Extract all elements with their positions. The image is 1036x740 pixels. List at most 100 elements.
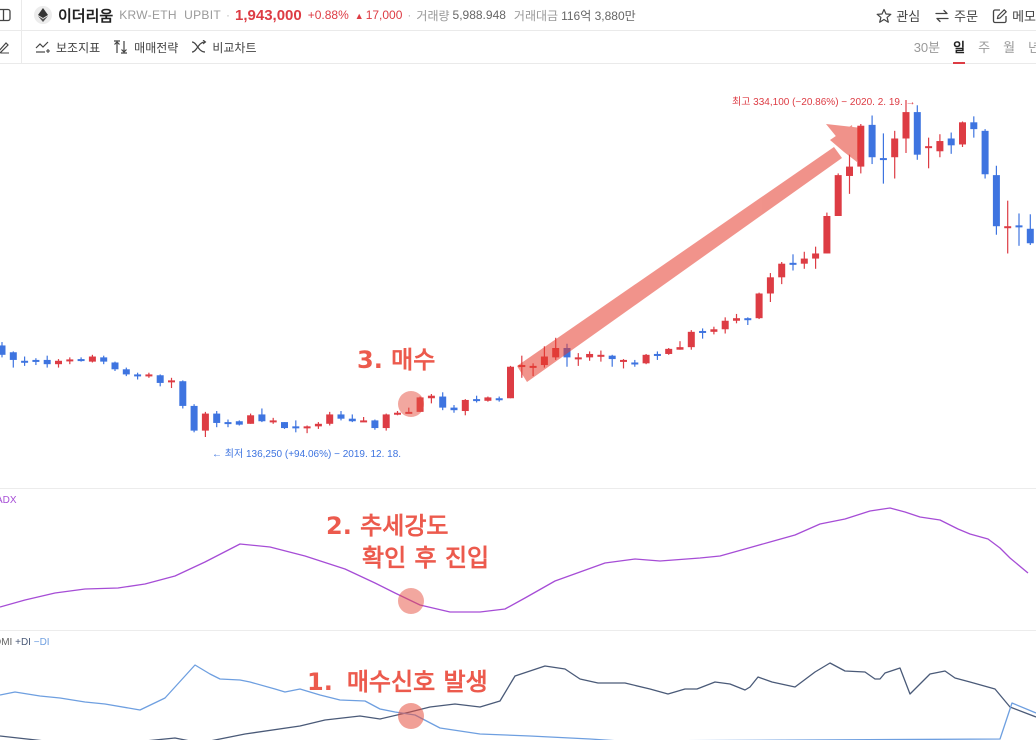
candle[interactable]: [21, 356, 29, 366]
candle[interactable]: [936, 134, 944, 158]
candle[interactable]: [902, 100, 910, 153]
candle[interactable]: [292, 420, 300, 433]
candle[interactable]: [224, 419, 232, 428]
candle[interactable]: [925, 137, 933, 169]
candle[interactable]: [778, 261, 786, 285]
candle[interactable]: [586, 351, 594, 361]
candle[interactable]: [1026, 214, 1034, 245]
candle[interactable]: [9, 351, 17, 368]
candle[interactable]: [32, 358, 40, 366]
candle[interactable]: [190, 404, 198, 433]
candle[interactable]: [382, 413, 390, 431]
candle[interactable]: [981, 129, 989, 179]
candle[interactable]: [857, 124, 865, 174]
candle[interactable]: [450, 405, 458, 413]
candle[interactable]: [258, 408, 266, 423]
adx-line-chart[interactable]: [0, 489, 1036, 630]
candlestick-panel[interactable]: 최고 334,100 (−20.86%) − 2020. 2. 19. → ← …: [0, 65, 1036, 487]
compare-chart-button[interactable]: 비교차트: [191, 39, 257, 56]
candlestick-chart[interactable]: [0, 65, 1036, 487]
candle[interactable]: [145, 372, 153, 378]
candle[interactable]: [846, 154, 853, 194]
candle[interactable]: [314, 422, 322, 429]
period-30min[interactable]: 30분: [913, 40, 941, 55]
candle[interactable]: [66, 357, 74, 365]
memo-button[interactable]: 메모: [992, 6, 1036, 25]
candle[interactable]: [970, 116, 978, 138]
candle[interactable]: [540, 346, 548, 368]
period-year[interactable]: 년: [1028, 40, 1036, 55]
candle[interactable]: [269, 417, 277, 424]
candle[interactable]: [55, 359, 62, 368]
candle[interactable]: [631, 359, 639, 367]
candle[interactable]: [529, 363, 537, 377]
candle[interactable]: [992, 165, 1000, 235]
candle[interactable]: [665, 348, 673, 355]
candle[interactable]: [733, 313, 740, 324]
dmi-panel[interactable]: DMI +DI −DI: [0, 630, 1036, 740]
candle[interactable]: [507, 365, 514, 399]
candle[interactable]: [868, 115, 876, 165]
candle[interactable]: [959, 121, 966, 148]
candle[interactable]: [100, 355, 108, 365]
candle[interactable]: [439, 392, 447, 411]
order-button[interactable]: 주문: [934, 6, 978, 25]
candle[interactable]: [134, 372, 142, 380]
candle[interactable]: [812, 246, 820, 269]
candle[interactable]: [371, 419, 379, 430]
candle[interactable]: [552, 337, 560, 360]
candle[interactable]: [755, 292, 763, 320]
candle[interactable]: [495, 396, 503, 402]
candle[interactable]: [427, 393, 435, 404]
candle[interactable]: [473, 395, 481, 403]
indicator-button[interactable]: 보조지표: [35, 39, 100, 56]
candle[interactable]: [608, 354, 616, 367]
candle[interactable]: [834, 173, 842, 216]
candle[interactable]: [405, 407, 413, 414]
candle[interactable]: [891, 130, 899, 179]
candle[interactable]: [947, 132, 955, 154]
candle[interactable]: [721, 317, 729, 334]
candle[interactable]: [913, 105, 921, 160]
candle[interactable]: [326, 411, 334, 426]
candle[interactable]: [303, 425, 311, 434]
candle[interactable]: [518, 355, 526, 378]
candle[interactable]: [235, 420, 243, 426]
candle[interactable]: [766, 273, 774, 303]
candle[interactable]: [0, 342, 6, 358]
candle[interactable]: [337, 411, 345, 421]
candle[interactable]: [563, 343, 571, 367]
trade-strategy-button[interactable]: 매매전략: [113, 39, 178, 56]
candle[interactable]: [800, 251, 808, 269]
candle[interactable]: [43, 355, 51, 368]
candle[interactable]: [201, 411, 209, 437]
candle[interactable]: [653, 351, 661, 360]
candle[interactable]: [461, 399, 469, 416]
candle[interactable]: [620, 359, 627, 369]
candle[interactable]: [156, 374, 164, 387]
candle[interactable]: [348, 414, 356, 423]
candle[interactable]: [699, 328, 707, 339]
candle[interactable]: [179, 380, 187, 409]
candle[interactable]: [1015, 213, 1023, 246]
candle[interactable]: [484, 396, 492, 402]
candle[interactable]: [744, 317, 752, 326]
candle[interactable]: [168, 377, 175, 389]
candle[interactable]: [281, 422, 288, 429]
candle[interactable]: [394, 411, 401, 416]
dmi-line-chart[interactable]: [0, 631, 1036, 740]
candle[interactable]: [642, 353, 650, 365]
candle[interactable]: [416, 396, 424, 412]
candle[interactable]: [879, 133, 887, 184]
candle[interactable]: [687, 330, 695, 350]
candle[interactable]: [789, 254, 797, 271]
candle[interactable]: [710, 326, 718, 335]
candle[interactable]: [676, 341, 684, 350]
candle[interactable]: [122, 367, 130, 377]
candle[interactable]: [1004, 200, 1012, 254]
candle[interactable]: [111, 361, 119, 371]
candle[interactable]: [597, 350, 605, 362]
candle[interactable]: [213, 411, 221, 428]
candle[interactable]: [77, 357, 85, 362]
watchlist-button[interactable]: 관심: [876, 6, 920, 25]
